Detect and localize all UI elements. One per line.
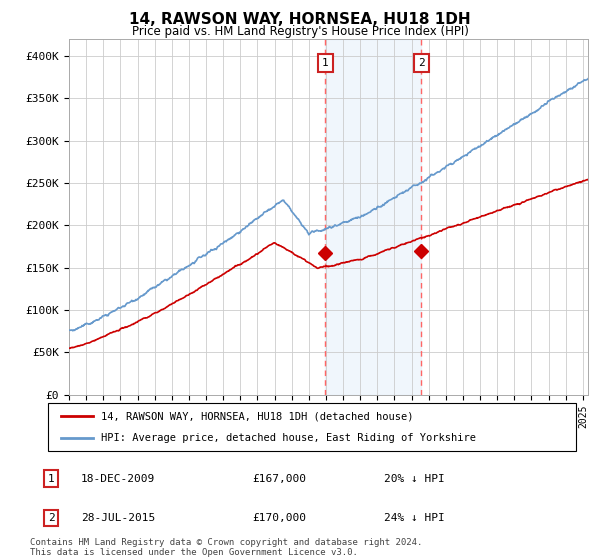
Text: 1: 1 [322, 58, 329, 68]
Text: HPI: Average price, detached house, East Riding of Yorkshire: HPI: Average price, detached house, East… [101, 433, 476, 443]
Text: 14, RAWSON WAY, HORNSEA, HU18 1DH (detached house): 14, RAWSON WAY, HORNSEA, HU18 1DH (detac… [101, 411, 413, 421]
Text: Contains HM Land Registry data © Crown copyright and database right 2024.
This d: Contains HM Land Registry data © Crown c… [30, 538, 422, 557]
Text: 2: 2 [47, 513, 55, 523]
Text: 28-JUL-2015: 28-JUL-2015 [81, 513, 155, 523]
FancyBboxPatch shape [48, 403, 576, 451]
Text: 2: 2 [418, 58, 425, 68]
Text: Price paid vs. HM Land Registry's House Price Index (HPI): Price paid vs. HM Land Registry's House … [131, 25, 469, 38]
Text: 20% ↓ HPI: 20% ↓ HPI [384, 474, 445, 484]
Text: 24% ↓ HPI: 24% ↓ HPI [384, 513, 445, 523]
Bar [325, 39, 421, 395]
Text: 18-DEC-2009: 18-DEC-2009 [81, 474, 155, 484]
Text: £170,000: £170,000 [252, 513, 306, 523]
Text: £167,000: £167,000 [252, 474, 306, 484]
Text: 1: 1 [47, 474, 55, 484]
Text: 14, RAWSON WAY, HORNSEA, HU18 1DH: 14, RAWSON WAY, HORNSEA, HU18 1DH [129, 12, 471, 27]
